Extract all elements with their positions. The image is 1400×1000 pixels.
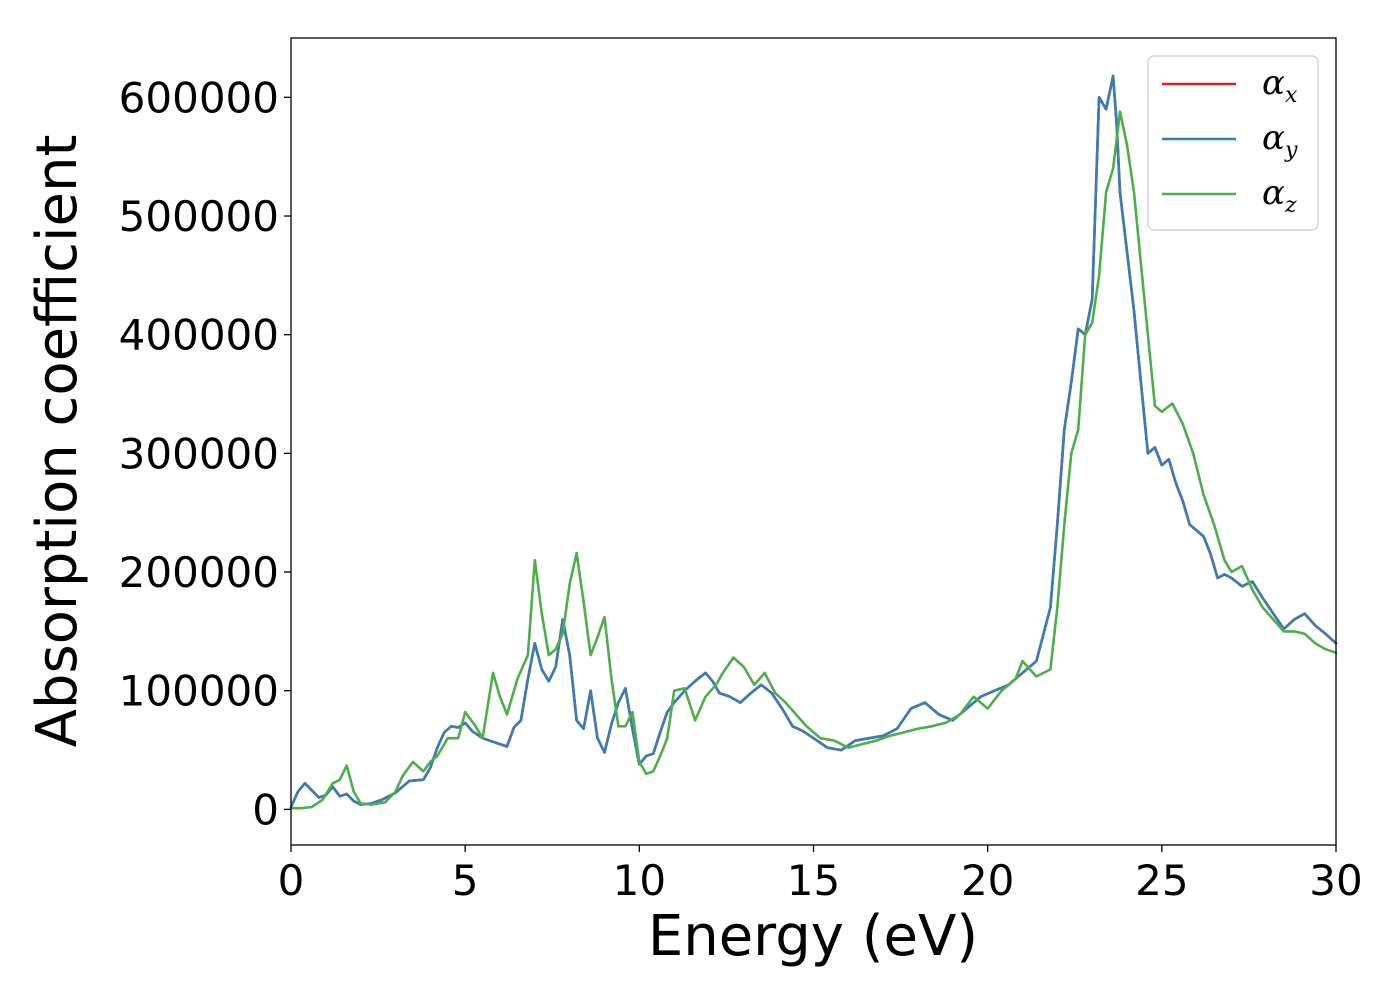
x-tick-label: 5	[452, 856, 479, 905]
y-tick-label: 100000	[119, 667, 279, 716]
series-layer	[289, 74, 1338, 810]
x-tick-label: 0	[278, 856, 305, 905]
x-tick-label: 20	[961, 856, 1014, 905]
y-tick-label: 400000	[119, 311, 279, 360]
legend-box	[1147, 55, 1319, 231]
x-tick-label: 10	[613, 856, 666, 905]
y-tick-label: 300000	[119, 429, 279, 478]
legend-label-z: αz	[1262, 173, 1297, 218]
x-axis-ticks: 0 5 10 15 20 25 30	[278, 845, 1363, 905]
x-tick-label: 30	[1309, 856, 1362, 905]
x-tick-label: 15	[787, 856, 840, 905]
y-tick-label: 200000	[119, 548, 279, 597]
series-line-y	[289, 74, 1338, 809]
series-line-z	[289, 110, 1338, 810]
y-tick-label: 0	[252, 785, 279, 834]
x-tick-label: 25	[1135, 856, 1188, 905]
y-axis-ticks: 0 100000 200000 300000 400000 500000 600000	[119, 73, 291, 834]
y-tick-label: 600000	[119, 73, 279, 122]
x-axis-title: Energy (eV)	[648, 904, 978, 969]
y-axis-title: Absorption coefficient	[25, 135, 90, 748]
y-tick-label: 500000	[119, 192, 279, 241]
